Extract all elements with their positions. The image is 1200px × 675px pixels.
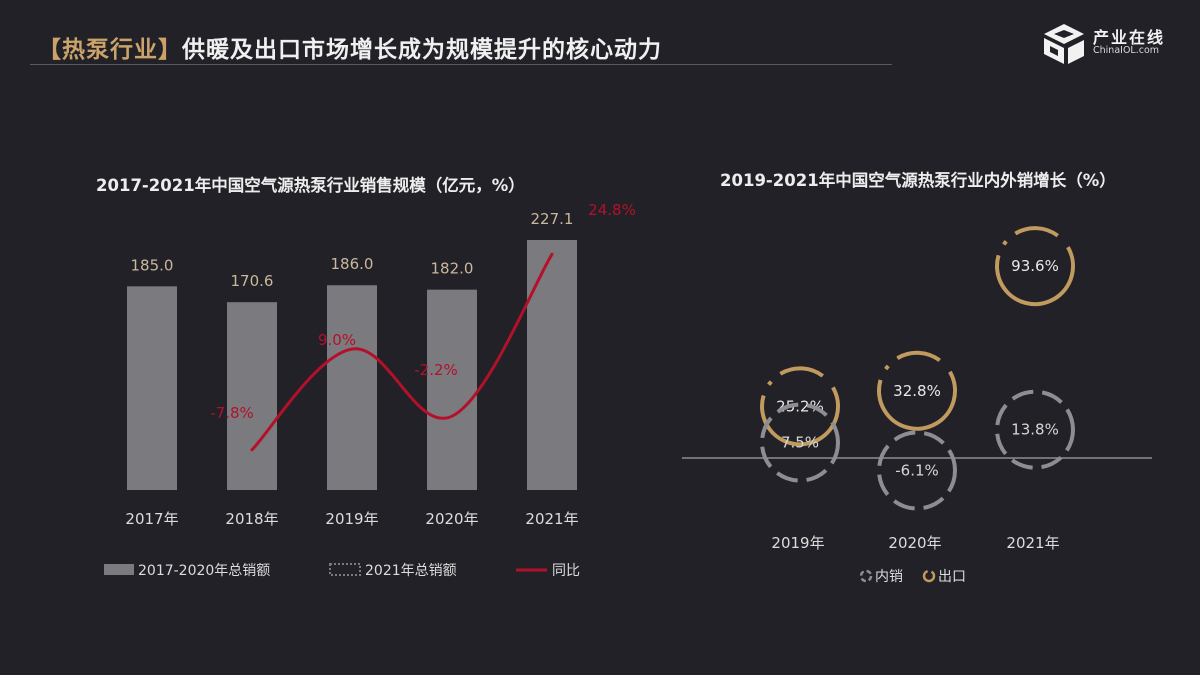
- yoy-value-label: 9.0%: [318, 331, 356, 349]
- export-value-label: 93.6%: [1011, 257, 1059, 275]
- sales-bar: [127, 286, 177, 490]
- export-ring: [877, 350, 957, 431]
- domestic-ring: [995, 389, 1075, 470]
- x-tick-label: 2017年: [125, 510, 178, 528]
- x-tick-label: 2020年: [425, 510, 478, 528]
- x-tick-label: 2019年: [771, 534, 824, 552]
- yoy-value-label: -7.8%: [210, 404, 254, 422]
- bar-value-label: 170.6: [231, 272, 274, 290]
- x-tick-label: 2021年: [525, 510, 578, 528]
- yoy-value-label: -2.2%: [414, 361, 458, 379]
- yoy-line: [250, 252, 554, 452]
- legend-label: 2021年总销额: [365, 563, 457, 579]
- export-ring: [995, 226, 1075, 307]
- legend-label: 2017-2020年总销额: [138, 563, 270, 579]
- domestic-ring: [877, 430, 957, 511]
- legend-label: 同比: [552, 563, 580, 579]
- x-tick-label: 2021年: [1006, 534, 1059, 552]
- sales-chart-title: 2017-2021年中国空气源热泵行业销售规模（亿元，%）: [96, 176, 525, 195]
- growth-chart-title: 2019-2021年中国空气源热泵行业内外销增长（%）: [720, 171, 1116, 190]
- legend-label: 出口: [938, 569, 966, 585]
- legend-icon-export: [922, 569, 936, 583]
- sales-bar: [327, 285, 377, 490]
- sales-bar: [427, 289, 477, 490]
- domestic-value-label: 13.8%: [1011, 421, 1059, 439]
- chinaiol-logo-icon: [1044, 24, 1084, 64]
- yoy-value-label: 24.8%: [588, 201, 636, 219]
- bar-value-label: 227.1: [531, 210, 574, 228]
- logo-name-cn: 产业在线: [1093, 28, 1166, 47]
- legend-icon-domestic: [859, 569, 873, 583]
- bar-value-label: 182.0: [431, 260, 474, 278]
- title-tag: 【热泵行业】: [38, 37, 182, 63]
- domestic-value-label: -6.1%: [895, 462, 939, 480]
- x-tick-label: 2018年: [225, 510, 278, 528]
- growth-bubble-chart: 25.2% 32.8% 93.6% 7.5% -6.1% 13.8% 2019年 2020年 2…: [682, 226, 1152, 585]
- legend-swatch-hatched: [329, 563, 361, 576]
- sales-bar: [227, 302, 277, 490]
- x-tick-label: 2020年: [888, 534, 941, 552]
- bar-value-label: 185.0: [131, 256, 174, 274]
- title-text: 供暖及出口市场增长成为规模提升的核心动力: [182, 37, 662, 63]
- export-value-label: 32.8%: [893, 382, 941, 400]
- domestic-value-label: 7.5%: [781, 434, 819, 452]
- export-value-label: 25.2%: [776, 397, 824, 415]
- page-title: 【热泵行业】供暖及出口市场增长成为规模提升的核心动力: [38, 30, 662, 64]
- sales-bar-chart: 185.0 2017年 170.6 2018年 186.0 2019年 182.0 2020年…: [104, 201, 636, 579]
- bar-value-label: 186.0: [331, 255, 374, 273]
- title-divider: [30, 64, 892, 65]
- legend-label: 内销: [875, 569, 903, 585]
- x-tick-label: 2019年: [325, 510, 378, 528]
- legend-swatch-bar: [104, 564, 134, 575]
- logo-name-en: ChinaIOL.com: [1093, 45, 1160, 56]
- sales-bar-2021: [527, 240, 577, 490]
- domestic-ring: [760, 402, 840, 483]
